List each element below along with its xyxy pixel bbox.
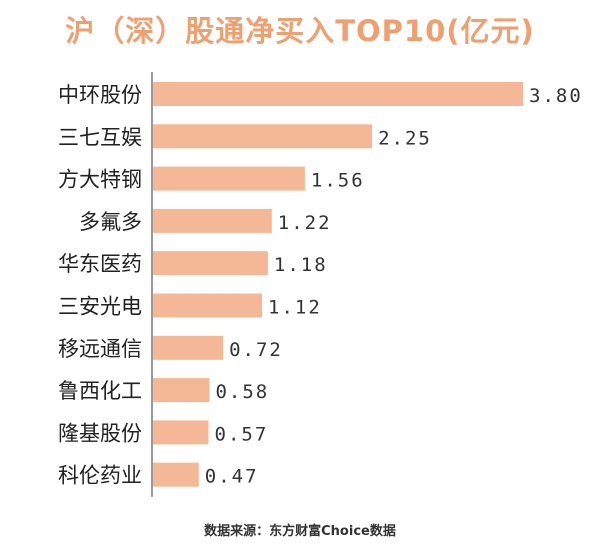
- value-label: 3.80: [529, 85, 583, 107]
- category-label: 三安光电: [58, 295, 142, 319]
- category-label: 移远通信: [58, 337, 142, 361]
- value-label: 1.22: [278, 212, 332, 234]
- bar: [153, 124, 373, 149]
- value-label: 1.12: [268, 297, 322, 319]
- category-label: 中环股份: [58, 83, 142, 107]
- bar: [153, 293, 263, 318]
- category-label: 方大特钢: [58, 168, 142, 192]
- bar: [153, 251, 268, 276]
- value-label: 0.57: [215, 423, 269, 445]
- bar: [153, 335, 224, 360]
- category-label: 华东医药: [58, 252, 142, 276]
- data-source-note: 数据来源：东方财富Choice数据: [204, 524, 396, 539]
- value-label: 0.58: [215, 381, 269, 403]
- category-label: 三七互娱: [58, 125, 142, 149]
- value-label: 0.47: [205, 466, 259, 488]
- bar: [153, 462, 199, 487]
- category-label: 科伦药业: [58, 464, 142, 488]
- chart-title: 沪（深）股通净买入TOP10(亿元): [65, 14, 535, 48]
- bar: [153, 378, 210, 403]
- bar: [153, 420, 209, 445]
- bar: [153, 208, 272, 233]
- value-label: 2.25: [378, 127, 432, 149]
- category-label: 隆基股份: [58, 421, 142, 445]
- value-label: 1.56: [311, 170, 365, 192]
- bar: [153, 166, 305, 191]
- value-label: 0.72: [229, 339, 283, 361]
- bar: [153, 82, 523, 106]
- category-label: 多氟多: [79, 210, 142, 234]
- category-label: 鲁西化工: [58, 379, 142, 403]
- value-label: 1.18: [274, 254, 328, 276]
